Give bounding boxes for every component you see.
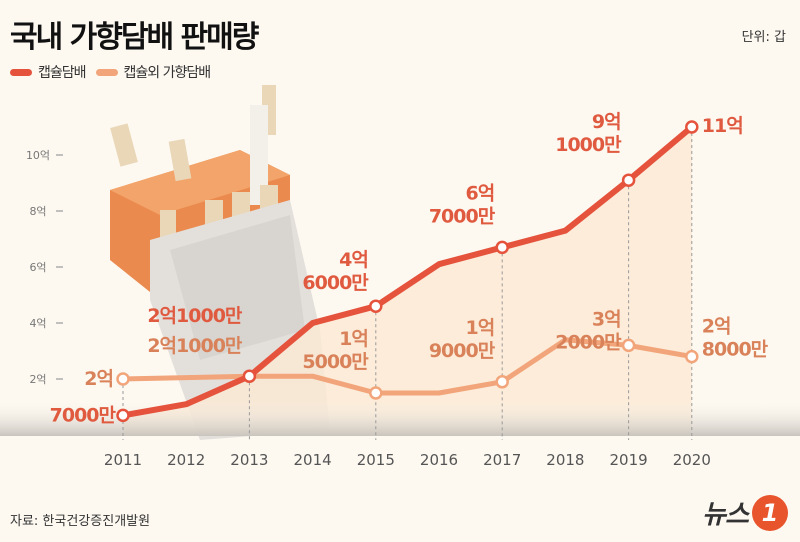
legend-swatch bbox=[10, 68, 32, 76]
data-label-line: 2000만 bbox=[555, 331, 622, 353]
data-point bbox=[495, 375, 509, 389]
data-label-line: 6억 bbox=[465, 182, 494, 204]
x-tick-label: 2012 bbox=[167, 451, 205, 469]
data-label-line: 3억 bbox=[592, 308, 621, 330]
data-label-line: 8000만 bbox=[702, 339, 769, 361]
legend-label: 캡슐담배 bbox=[38, 65, 87, 81]
data-label-line: 1억 bbox=[339, 328, 368, 350]
data-label: 9억 1000만 bbox=[555, 111, 622, 156]
x-tick-label: 2018 bbox=[546, 451, 584, 469]
legend: 캡슐담배 캡슐외 가향담배 bbox=[10, 62, 220, 82]
data-point bbox=[116, 372, 130, 386]
legend-swatch bbox=[95, 68, 118, 76]
data-point bbox=[685, 349, 699, 364]
data-label-line: 2억1000만 bbox=[147, 305, 243, 327]
data-label-line: 1억 bbox=[465, 317, 494, 339]
data-point bbox=[621, 338, 636, 353]
data-label: 1억 5000만 bbox=[302, 328, 369, 373]
news1-logo: 뉴스 1 bbox=[702, 494, 788, 531]
source-note: 자료: 한국건강증진개발원 bbox=[10, 514, 151, 529]
data-label-line: 11억 bbox=[702, 115, 743, 137]
data-label-line: 6000만 bbox=[302, 272, 369, 294]
baseline-shadow bbox=[0, 400, 800, 436]
legend-label: 캡슐외 가향담배 bbox=[123, 65, 212, 81]
data-point bbox=[685, 120, 699, 134]
cigarette-pack-illustration bbox=[110, 85, 330, 440]
data-label-line: 2억 bbox=[702, 316, 731, 338]
x-tick-label: 2019 bbox=[610, 451, 648, 469]
data-label: 2억1000만 bbox=[147, 335, 243, 357]
logo-mark: 1 bbox=[752, 494, 788, 531]
y-tick-label: 4억 bbox=[29, 317, 46, 330]
x-tick-label: 2013 bbox=[230, 451, 268, 469]
data-label: 3억 2000만 bbox=[555, 308, 622, 353]
y-tick-label: 8억 bbox=[29, 205, 46, 218]
data-point bbox=[369, 299, 383, 313]
data-label-line: 9000만 bbox=[429, 340, 496, 362]
data-label: 2억1000만 bbox=[147, 305, 243, 327]
x-tick-label: 2014 bbox=[294, 451, 332, 469]
unit-label: 단위: 갑 bbox=[741, 30, 786, 45]
x-tick-label: 2016 bbox=[420, 451, 458, 469]
data-label: 2억 8000만 bbox=[702, 316, 769, 361]
data-point bbox=[621, 173, 636, 187]
x-tick-label: 2011 bbox=[104, 451, 142, 469]
data-label-line: 2억1000만 bbox=[147, 335, 243, 357]
data-label: 11억 bbox=[702, 115, 743, 137]
y-tick-label: 10억 bbox=[26, 149, 50, 162]
page-title: 국내 가향담배 판매량 bbox=[10, 20, 259, 55]
data-label-line: 9억 bbox=[592, 111, 621, 133]
data-label-line: 7000만 bbox=[429, 205, 496, 227]
data-label: 2억 bbox=[84, 368, 113, 390]
x-tick-label: 2015 bbox=[357, 451, 395, 469]
series-line-0 bbox=[122, 124, 694, 419]
data-label-line: 2억 bbox=[84, 368, 113, 390]
x-tick-label: 2017 bbox=[483, 451, 521, 469]
data-point bbox=[369, 386, 383, 400]
data-point bbox=[242, 369, 257, 383]
logo-text: 뉴스 bbox=[702, 500, 749, 530]
data-label: 1억 9000만 bbox=[429, 317, 496, 362]
y-tick-label: 2억 bbox=[29, 373, 46, 386]
legend-item-capsule: 캡슐담배 bbox=[10, 62, 87, 82]
data-label: 4억 6000만 bbox=[302, 249, 369, 294]
data-point bbox=[495, 240, 509, 255]
y-tick-label: 6억 bbox=[29, 261, 46, 274]
data-label-line: 1000만 bbox=[555, 134, 622, 156]
data-label-line: 4억 bbox=[339, 249, 368, 271]
data-label-line: 5000만 bbox=[302, 351, 369, 373]
legend-item-flavored: 캡슐외 가향담배 bbox=[95, 62, 212, 82]
data-label: 7000만 bbox=[50, 404, 117, 426]
series-line-1 bbox=[122, 337, 693, 396]
data-label: 6억 7000만 bbox=[429, 182, 496, 227]
area-fill bbox=[123, 127, 692, 435]
data-label-line: 7000만 bbox=[50, 404, 117, 426]
x-tick-label: 2020 bbox=[673, 451, 711, 469]
data-point bbox=[116, 408, 130, 423]
